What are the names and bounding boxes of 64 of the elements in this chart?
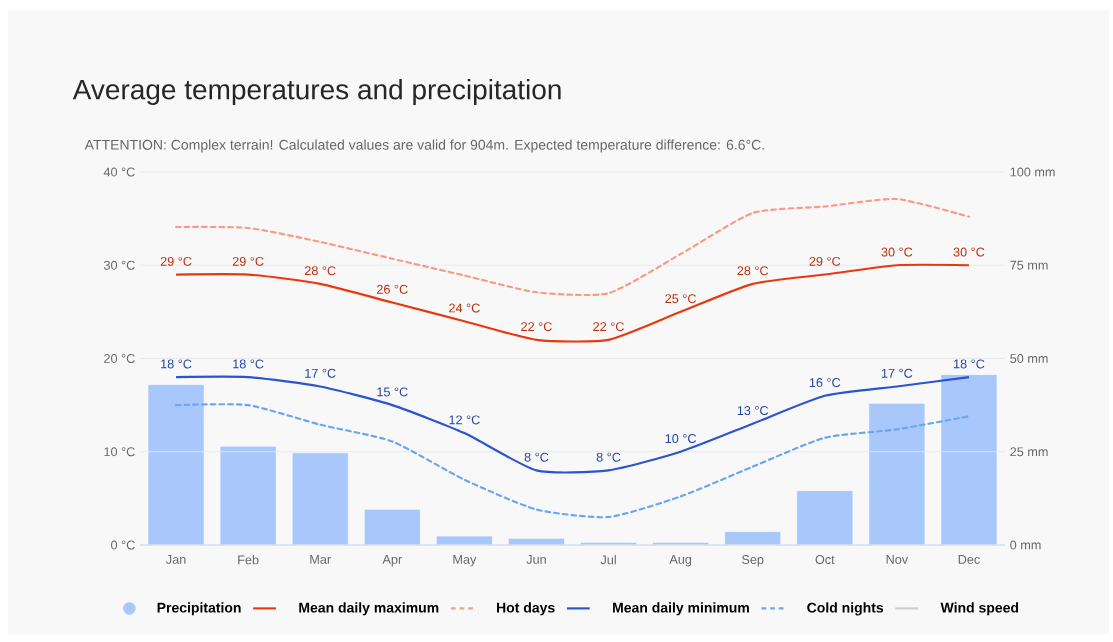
y-tick-label: 20 °C (104, 354, 135, 363)
x-tick-label: Oct (815, 555, 835, 564)
data-label: 24 °C (449, 303, 480, 313)
x-tick-label: Jan (166, 555, 186, 564)
y2-tick-label: 0 mm (1010, 540, 1041, 550)
y2-tick-label: 25 mm (1010, 447, 1048, 457)
bar (291, 452, 349, 546)
data-label: 28 °C (737, 266, 769, 276)
data-label: 8 °C (524, 452, 549, 462)
bar (940, 374, 998, 546)
y2-tick-label: 100 mm (1010, 167, 1055, 177)
data-label: 29 °C (232, 256, 264, 266)
data-label: 8 °C (596, 452, 621, 462)
data-label: 15 °C (377, 387, 408, 397)
data-label: 18 °C (954, 359, 985, 369)
data-label: 13 °C (737, 406, 769, 416)
y-tick-label: 10 °C (104, 447, 135, 457)
data-label: 17 °C (305, 368, 336, 378)
bar (724, 531, 782, 546)
y2-tick-label: 75 mm (1010, 260, 1048, 270)
data-label: 12 °C (449, 415, 480, 425)
bar (868, 402, 926, 546)
chart-title: Average temperatures and precipitation (72, 78, 561, 106)
legend-label: Wind speed (940, 602, 1019, 616)
line-series (174, 403, 971, 519)
x-tick-label: Aug (669, 555, 692, 567)
legend-label: Mean daily maximum (299, 602, 439, 616)
x-tick-label: Dec (958, 555, 980, 564)
data-label: 25 °C (665, 294, 697, 304)
data-label: 30 °C (953, 247, 985, 257)
data-label: 10 °C (665, 434, 697, 444)
legend-label: Precipitation (157, 602, 241, 616)
data-label: 16 °C (809, 378, 841, 388)
data-label: 22 °C (593, 322, 624, 332)
y-tick-label: 30 °C (103, 260, 135, 270)
x-tick-label: Mar (310, 555, 331, 564)
legend-label: Cold nights (807, 602, 884, 616)
y2-tick-label: 50 mm (1010, 354, 1048, 363)
data-label: 30 °C (881, 247, 913, 257)
x-tick-label: Feb (238, 555, 259, 565)
bar (435, 535, 493, 546)
bar (796, 490, 854, 546)
y-tick-label: 0 °C (111, 540, 135, 550)
x-tick-label: Jul (600, 555, 616, 565)
legend-label: Mean daily minimum (613, 602, 749, 616)
data-label: 18 °C (161, 359, 192, 369)
data-label: 18 °C (233, 359, 264, 369)
bar (147, 384, 205, 546)
data-label: 28 °C (304, 266, 336, 276)
bar (363, 508, 421, 546)
x-tick-label: May (453, 555, 477, 567)
y-tick-label: 40 °C (103, 167, 135, 177)
x-tick-label: Apr (382, 555, 402, 567)
data-label: 22 °C (521, 322, 552, 332)
data-label: 29 °C (809, 256, 841, 266)
data-label: 26 °C (377, 284, 408, 294)
x-tick-label: Jun (526, 555, 546, 564)
legend-label: Hot days (497, 602, 555, 616)
data-label: 29 °C (160, 256, 192, 266)
data-label: 17 °C (881, 368, 913, 378)
chart-subtitle: ATTENTION: Complex terrain! Calculated values are valid for 904m. Expected temperature difference: 6.6°C. (84, 139, 764, 153)
x-tick-label: Nov (886, 555, 909, 564)
x-tick-label: Sep (742, 555, 764, 567)
bar (219, 445, 277, 546)
